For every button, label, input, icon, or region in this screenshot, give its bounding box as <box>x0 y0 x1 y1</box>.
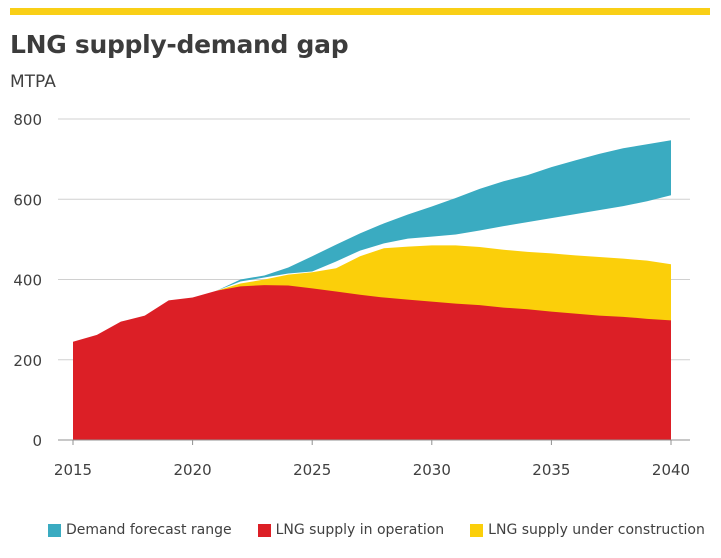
legend-swatch-construction <box>470 523 484 537</box>
legend-item-demand: Demand forecast range <box>48 522 232 538</box>
x-tick-label-2025: 2025 <box>293 461 331 479</box>
x-tick-label-2030: 2030 <box>413 461 451 479</box>
area-lng-supply-in-operation <box>73 285 671 440</box>
legend-item-construction: LNG supply under construction <box>470 522 705 538</box>
y-tick-label-800: 800 <box>13 111 42 129</box>
x-tick-label-2015: 2015 <box>54 461 92 479</box>
x-tick-label-2020: 2020 <box>174 461 212 479</box>
legend-label-demand: Demand forecast range <box>66 522 232 538</box>
legend-label-construction: LNG supply under construction <box>488 522 705 538</box>
legend-item-operation: LNG supply in operation <box>257 522 445 538</box>
y-tick-label-200: 200 <box>13 352 42 370</box>
chart-legend: Demand forecast range LNG supply in oper… <box>48 522 705 538</box>
y-tick-label-600: 600 <box>13 191 42 209</box>
legend-swatch-demand <box>48 523 61 537</box>
y-tick-label-400: 400 <box>13 272 42 290</box>
x-tick-label-2035: 2035 <box>532 461 570 479</box>
y-tick-label-0: 0 <box>32 432 42 450</box>
x-tick-label-2040: 2040 <box>652 461 690 479</box>
accent-bar <box>10 8 710 15</box>
area-demand-forecast-range <box>216 140 671 291</box>
legend-swatch-operation <box>257 523 271 537</box>
y-unit-label: MTPA <box>10 72 56 92</box>
legend-label-operation: LNG supply in operation <box>275 522 445 538</box>
chart-title: LNG supply-demand gap <box>10 30 349 59</box>
